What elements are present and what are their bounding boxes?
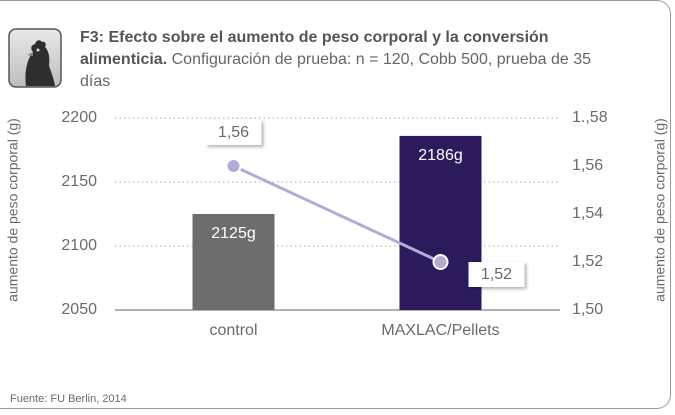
y2-tick-label: 1,52 (572, 253, 603, 270)
y-tick-label: 2050 (61, 301, 97, 318)
y-tick-label: 2150 (61, 173, 97, 190)
y2-tick-label: 1,54 (572, 205, 603, 222)
y-tick-label: 2200 (61, 109, 97, 126)
y-axis-label: aumento de peso corporal (g) (5, 118, 21, 302)
y2-axis-label: aumento de peso corporal (g) (652, 118, 668, 302)
chart: aumento de peso corporal (g) aumento de … (0, 0, 675, 415)
line-value-label: 1,52 (481, 266, 512, 283)
line-marker (227, 159, 241, 173)
y-tick-label: 2100 (61, 237, 97, 254)
bar-value-label: 2186g (418, 147, 463, 164)
line-value-label: 1,56 (218, 124, 249, 141)
x-tick-label: MAXLAC/Pellets (381, 322, 499, 339)
source: Fuente: FU Berlin, 2014 (10, 393, 127, 405)
x-tick-label: control (209, 322, 257, 339)
line-marker (434, 255, 448, 269)
y2-tick-label: 1,56 (572, 157, 603, 174)
y2-tick-label: 1,50 (572, 301, 603, 318)
y2-tick-label: 1.,58 (572, 109, 608, 126)
icon (9, 29, 61, 87)
bar-value-label: 2125g (211, 225, 256, 242)
